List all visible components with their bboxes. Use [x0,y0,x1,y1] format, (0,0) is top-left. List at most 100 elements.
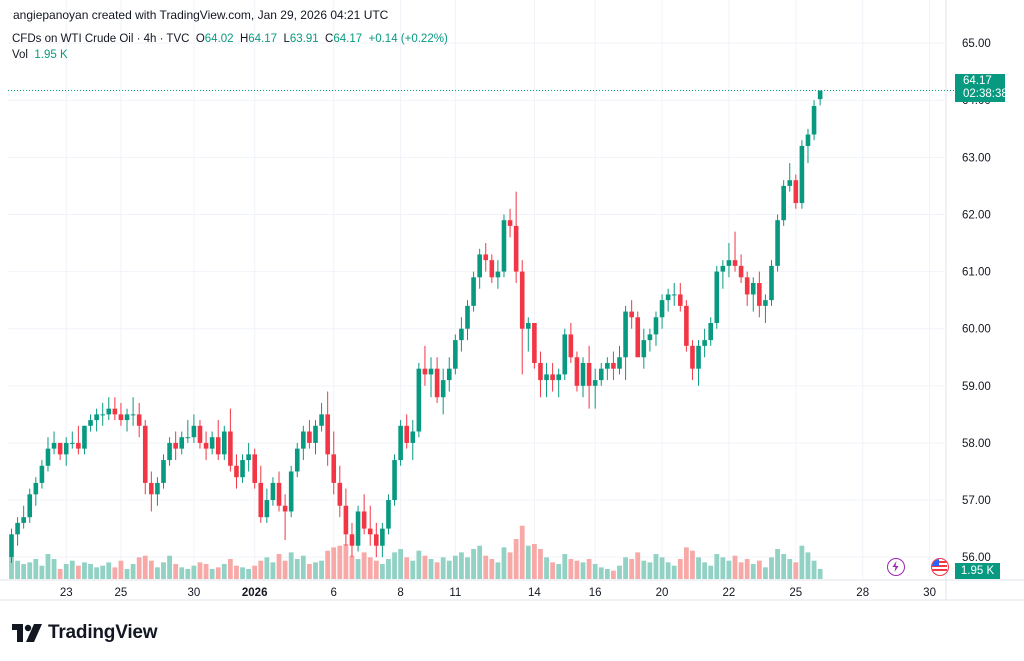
candle-body [428,368,434,375]
candle-body [678,294,683,306]
candle-body [781,185,786,221]
volume-bar [799,545,805,579]
volume-bar [677,559,683,579]
candle-body [446,368,452,381]
candle-body [185,437,191,439]
time-axis[interactable]: 23 25 30 2026 6 8 11 14 16 20 22 25 28 30 [60,587,936,599]
x-tick-label: 23 [60,587,73,599]
candle-body [696,345,701,369]
candle-body [738,265,744,278]
candle-body [459,328,464,341]
volume-bar [568,559,574,579]
volume-bar [398,549,404,579]
candle-body [33,482,39,495]
bar-countdown: 02:38:38 [963,88,1008,100]
symbol-legend: CFDs on WTI Crude Oil · 4h · TVC O64.02 … [12,33,448,45]
price-axis[interactable]: 65.0064.0063.0062.0061.0060.0059.0058.00… [962,38,991,564]
candle-body [763,300,768,306]
symbol-name[interactable]: CFDs on WTI Crude Oil · 4h · TVC [12,33,190,45]
volume-bar [732,555,738,579]
volume-bar [483,555,489,579]
volume-bar [264,557,270,579]
candle-body [70,442,75,444]
y-tick-label: 62.00 [962,209,991,221]
candle-body [513,225,519,272]
candle-body [51,442,57,449]
candle-body [702,340,707,346]
volume-bar [562,554,568,579]
volume-bar [307,564,312,579]
close-label: C [325,33,334,45]
candle-body [556,374,561,381]
candle-body [598,368,604,381]
volume-bar [410,560,416,579]
volume-bar [434,562,440,579]
candle-body [301,431,306,449]
candle-body [580,362,586,386]
candle-body [386,500,391,529]
last-price-tag: 64.17 02:38:38 [955,74,1008,102]
candle-body [355,511,361,546]
candle-body [222,431,227,455]
candle-body [149,482,154,495]
candle-body [574,357,580,386]
candle-body [684,305,689,346]
candle-body [465,305,470,329]
volume-bar [319,560,324,579]
y-tick-label: 58.00 [962,438,991,450]
candle-body [94,414,99,421]
candle-body [489,260,495,278]
volume-bar [15,560,20,579]
volume-bar [416,550,422,579]
volume-bar [641,560,647,579]
candle-body [197,425,203,443]
candle-body [124,414,130,421]
candle-body [367,528,373,535]
candle-body [404,425,409,443]
candle-body [501,220,507,272]
candle-body [57,442,63,455]
vol-label: Vol [12,49,28,61]
candle-body [380,528,385,546]
volume-bar [221,564,227,579]
candle-body [787,180,793,186]
volume-bar [246,569,252,579]
volume-bar [763,567,768,579]
candle-body [550,374,555,381]
vol-value: 1.95 K [34,49,68,61]
volume-bar [27,562,33,579]
candle-body [811,105,817,135]
candle-body [726,260,732,266]
lightning-icon[interactable] [887,558,905,576]
volume-tag: 1.95 K [955,563,1000,579]
volume-bar [300,555,306,579]
volume-bar [185,569,191,579]
candle-body [641,340,647,358]
volume-bar [647,562,653,579]
volume-bar [550,562,556,579]
volume-bar [88,564,93,579]
us-flag-icon[interactable] [931,558,949,576]
volume-bar [477,545,483,579]
volume-bar [69,560,75,579]
candle-body [690,345,695,369]
candle-body [732,260,738,266]
volume-bar [21,564,27,579]
volume-bar [94,567,100,579]
volume-bar [75,565,81,579]
candle-body [495,271,501,278]
x-tick-label: 14 [528,587,541,599]
volume-bar [155,567,160,579]
y-tick-label: 57.00 [962,495,991,507]
candle-body [118,414,124,421]
volume-bar [665,562,671,579]
candle-body [191,425,197,438]
volume-bar [313,562,318,579]
tradingview-logo[interactable]: TradingView [12,622,158,644]
volume-bar [386,559,391,579]
volume-bar [197,562,203,579]
candle-body [635,317,641,358]
volume-bar [355,559,361,579]
volume-bar [811,560,817,579]
